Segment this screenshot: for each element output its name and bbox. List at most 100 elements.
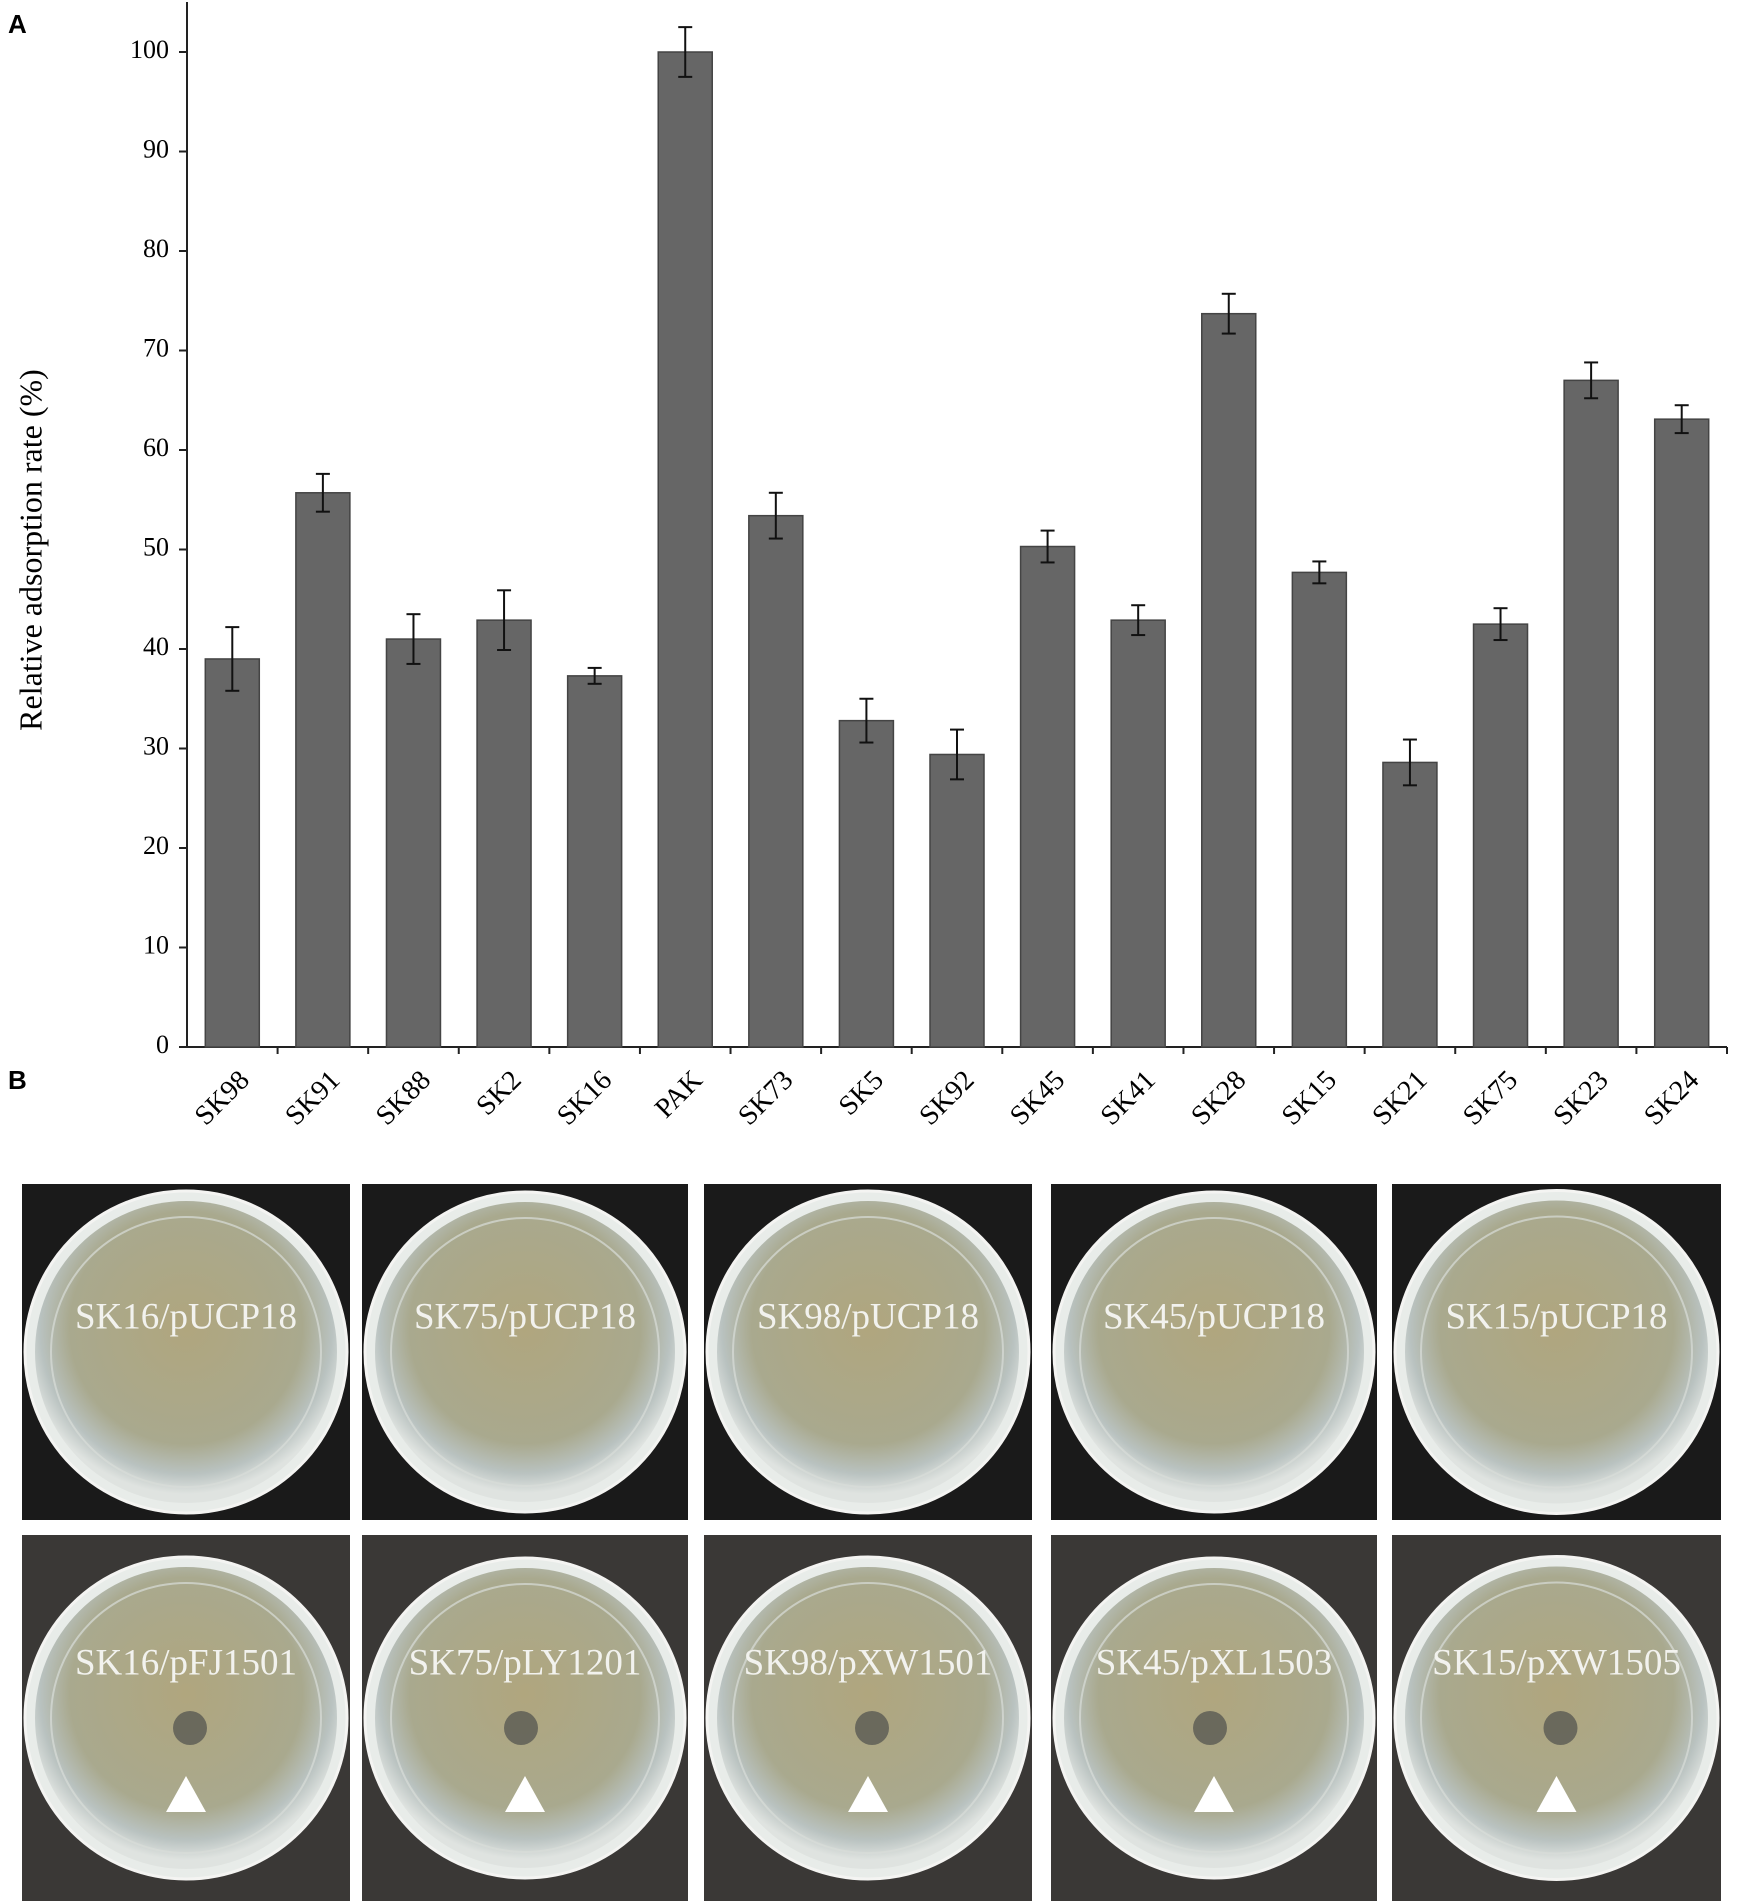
agar [375,1202,675,1502]
y-tick-label: 50 [143,532,169,561]
agar [1405,1200,1708,1504]
bar [657,51,713,1048]
bar [1653,418,1710,1048]
error-bar [497,589,512,651]
y-tick-label: 40 [143,632,169,661]
plate-label: SK98/pXW1501 [744,1642,993,1683]
bar [295,492,351,1048]
agar [1064,1202,1364,1502]
plate-label: SK45/pXL1503 [1096,1642,1332,1683]
x-tick-label: SK45 [1004,1065,1071,1132]
error-bar [1040,529,1055,564]
bar [1201,312,1257,1048]
inner-rim [1420,1215,1693,1489]
x-tick-label: SK15 [1276,1065,1343,1132]
bar [1382,761,1438,1048]
x-tick-label: SK2 [470,1065,527,1122]
bar [1563,379,1619,1048]
inner-rim [390,1583,660,1853]
error-bar [1312,560,1327,585]
x-tick-label: SK21 [1366,1065,1433,1132]
bar [838,719,895,1048]
y-tick-label: 70 [143,333,169,362]
error-bar [406,613,421,665]
bar [1291,571,1348,1048]
x-tick-label: SK16 [551,1065,618,1132]
arrow-marker [1536,1776,1577,1812]
error-bar [315,472,330,513]
x-tick-label: SK92 [913,1065,980,1132]
error-bar [678,26,693,78]
plaque [1543,1711,1578,1745]
y-axis-label: Relative adsorption rate (%) [12,369,48,731]
inner-rim [732,1216,1004,1488]
error-bar [1584,361,1599,400]
y-tick-label: 10 [143,930,169,959]
panel-label: B [8,1065,27,1095]
error-bar [1131,604,1146,637]
plaque [504,1711,538,1745]
inner-rim [1079,1217,1349,1487]
agar [35,1201,337,1503]
error-bar [1402,738,1417,787]
plate-label: SK98/pUCP18 [757,1296,979,1337]
plate-label: SK15/pUCP18 [1445,1296,1667,1337]
error-bar [1674,404,1689,435]
x-tick-label: PAK [649,1065,709,1125]
error-bar [950,728,964,781]
plaque [1193,1711,1227,1745]
plate-label: SK75/pLY1201 [409,1642,642,1683]
bar [929,753,985,1048]
bar [385,638,442,1048]
inner-rim [50,1582,322,1854]
y-tick-label: 80 [143,234,169,263]
bar [204,658,261,1048]
plaque [855,1711,889,1745]
inner-rim [1079,1583,1349,1853]
bar [1019,545,1076,1048]
inner-rim [1420,1581,1693,1855]
x-tick-label: SK73 [732,1065,799,1132]
bar [748,514,804,1048]
x-tick-label: SK41 [1095,1065,1162,1132]
y-tick-label: 0 [156,1030,169,1059]
plaque [173,1711,207,1745]
error-bar [225,626,240,692]
x-tick-label: SK91 [279,1065,346,1132]
error-bar [587,666,602,685]
plate-label: SK75/pUCP18 [414,1296,636,1337]
plate-label: SK15/pXW1505 [1432,1642,1681,1683]
x-tick-label: SK5 [833,1065,890,1122]
y-tick-label: 20 [143,831,169,860]
panel-label: A [8,9,27,39]
arrow-marker [848,1776,888,1812]
error-bar [1493,607,1508,642]
plate-label: SK16/pUCP18 [75,1296,297,1337]
bar [476,619,532,1048]
arrow-marker [1194,1776,1234,1812]
error-bar [1221,292,1236,335]
plate-label: SK45/pUCP18 [1103,1296,1325,1337]
x-tick-label: SK88 [370,1065,437,1132]
arrow-marker [166,1776,206,1812]
inner-rim [50,1216,322,1488]
error-bar [768,491,783,540]
y-tick-label: 100 [130,35,169,64]
arrow-marker [505,1776,545,1812]
y-tick-label: 90 [143,134,169,163]
y-tick-label: 30 [143,731,169,760]
x-tick-label: SK28 [1185,1065,1252,1132]
inner-rim [390,1217,660,1487]
plate-label: SK16/pFJ1501 [75,1642,297,1683]
bar [1110,619,1166,1048]
agar [717,1201,1019,1503]
bar [1472,623,1529,1048]
x-tick-label: SK24 [1638,1065,1705,1132]
inner-rim [732,1582,1004,1854]
x-tick-label: SK75 [1457,1065,1524,1132]
x-tick-label: SK23 [1548,1065,1615,1132]
y-tick-label: 60 [143,433,169,462]
x-tick-label: SK98 [189,1065,256,1132]
bar [566,675,623,1048]
